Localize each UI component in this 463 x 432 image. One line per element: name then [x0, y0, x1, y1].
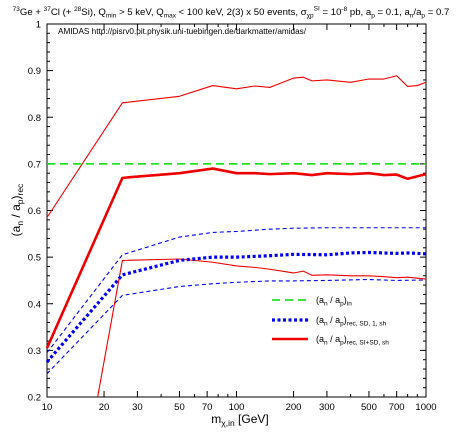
y-tick-label: 0.6 [28, 206, 41, 217]
x-tick-labels: 10 20 30 50 70 100 200 300 500 700 1000 [42, 402, 437, 413]
y-tick-label: 1 [36, 20, 41, 31]
legend: (an / ap)in (an / ap)rec, SD, 1, sh (an … [272, 295, 389, 347]
x-tick-label: 70 [202, 402, 213, 413]
series-line-0 [45, 167, 427, 349]
series-line-1 [46, 75, 427, 218]
series-layer [45, 75, 427, 398]
y-tick-label: 0.9 [28, 66, 41, 77]
x-tick-label: 50 [174, 402, 185, 413]
series-line-5 [46, 278, 427, 375]
y-tick-label: 0.7 [28, 159, 41, 170]
chart-title: 73Ge + 37Cl (+ 28Si), Qmin > 5 keV, Qmax… [13, 6, 450, 20]
x-tick-label: 500 [361, 402, 377, 413]
series-line-4 [46, 227, 426, 354]
x-tick-label: 20 [99, 402, 110, 413]
legend-label-input: (an / ap)in [316, 295, 352, 308]
x-tick-label: 300 [319, 402, 335, 413]
plot-area [46, 23, 427, 398]
legend-label-rec-sd: (an / ap)rec, SD, 1, sh [316, 315, 387, 328]
y-tick-label: 0.5 [28, 253, 41, 264]
y-axis-label: (an / ap)rec [9, 183, 25, 236]
series-line-2 [97, 258, 427, 398]
x-axis-label: mχ,in [GeV] [211, 412, 268, 428]
y-tick-label: 0.2 [28, 393, 41, 404]
x-tick-label: 200 [286, 402, 302, 413]
x-tick-label: 100 [229, 402, 245, 413]
y-tick-label: 0.4 [28, 299, 41, 310]
x-tick-label: 10 [42, 402, 53, 413]
amidas-note: AMIDAS http://pisrv0.pit.physik.uni-tueb… [58, 27, 307, 36]
x-tick-label: 30 [132, 402, 143, 413]
series-line-3 [45, 250, 427, 364]
x-tick-label: 700 [389, 402, 405, 413]
x-tick-label: 1000 [415, 402, 436, 413]
y-tick-labels: 0.2 0.3 0.4 0.5 0.6 0.7 0.8 0.9 1 [28, 20, 41, 404]
axis-ticks [46, 23, 427, 398]
y-tick-label: 0.3 [28, 346, 41, 357]
legend-label-rec-sisd: (an / ap)rec, SI+SD, sh [316, 334, 389, 347]
y-tick-label: 0.8 [28, 113, 41, 124]
